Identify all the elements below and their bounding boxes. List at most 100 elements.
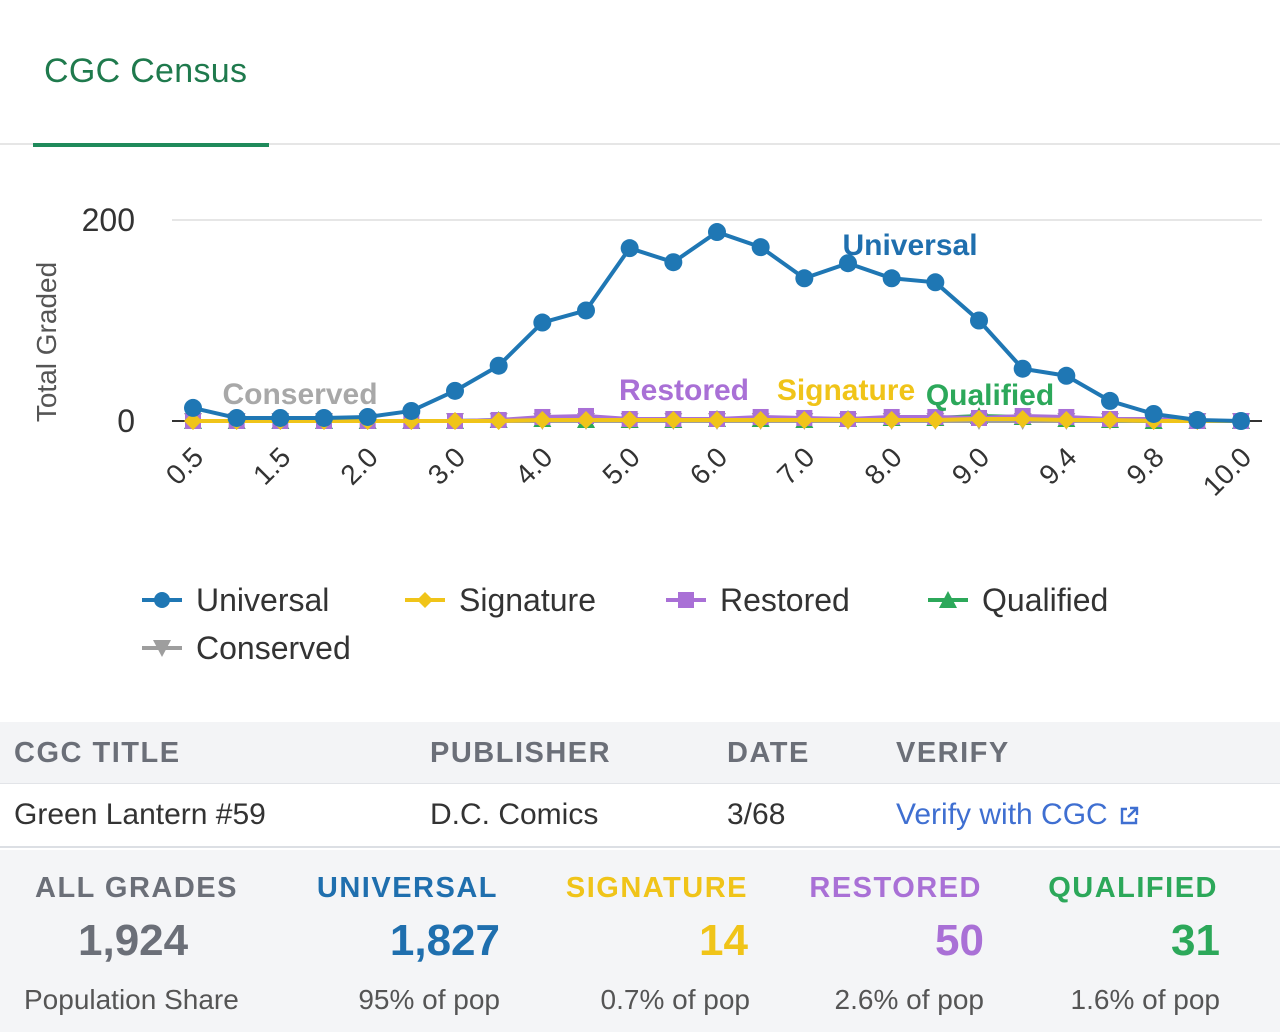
tab-bar: CGC Census — [0, 0, 1280, 147]
data-point — [358, 407, 377, 426]
data-point — [708, 223, 726, 242]
data-point — [620, 410, 639, 429]
stat-label: SIGNATURE — [565, 872, 748, 904]
legend-label: Universal — [196, 581, 330, 618]
census-chart: 0 200 Total Graded 0.5 1.5 2.0 3.0 4.0 5.0 6.0 7.0… — [0, 170, 1280, 690]
chart-legend: Universal Signature Restored Qualified C… — [140, 578, 1240, 678]
legend-item-restored[interactable]: Restored — [664, 580, 850, 620]
data-point — [1232, 412, 1250, 430]
legend-triangle-icon — [928, 591, 968, 608]
verify-with-cgc-link[interactable]: Verify with CGC — [896, 798, 1140, 832]
stat-signature: SIGNATURE 14 0.7% of pop — [530, 850, 770, 1032]
y-tick-label: 0 — [117, 403, 135, 439]
legend-label: Conserved — [196, 629, 351, 666]
series-annotation: Universal — [842, 229, 977, 262]
legend-item-conserved[interactable]: Conserved — [140, 628, 351, 668]
legend-label: Restored — [720, 581, 850, 618]
issue-date: 3/68 — [727, 798, 786, 831]
chart-svg: 0 200 Total Graded 0.5 1.5 2.0 3.0 4.0 5.0 6.0 7.0… — [31, 202, 1262, 502]
y-tick-label: 200 — [82, 202, 135, 238]
stat-value: 1,827 — [389, 916, 500, 965]
legend-circle-icon — [142, 592, 182, 608]
table-header-row: CGC TITLE PUBLISHER DATE VERIFY — [0, 722, 1280, 784]
data-point — [1013, 359, 1032, 378]
data-point — [446, 412, 464, 430]
legend-item-qualified[interactable]: Qualified — [926, 580, 1108, 620]
data-point — [970, 409, 988, 428]
data-point — [1101, 410, 1119, 429]
data-point — [489, 412, 508, 430]
x-tick-label: 5.0 — [596, 441, 645, 490]
data-point — [533, 313, 552, 332]
data-point — [926, 410, 945, 429]
data-point — [1057, 410, 1076, 429]
data-point — [577, 410, 595, 429]
legend-item-universal[interactable]: Universal — [140, 580, 329, 620]
stat-value: 31 — [1171, 916, 1220, 965]
data-point — [402, 401, 421, 420]
data-point — [751, 238, 770, 257]
data-point — [882, 269, 901, 288]
data-point — [271, 408, 290, 427]
stat-subtext: 2.6% of pop — [834, 984, 984, 1015]
x-tick-label: 9.4 — [1033, 441, 1082, 490]
stat-restored: RESTORED 50 2.6% of pop — [780, 850, 1010, 1032]
x-tick-label: 3.0 — [422, 441, 471, 490]
stat-label: UNIVERSAL — [316, 872, 498, 904]
x-tick-label: 9.8 — [1120, 441, 1169, 490]
legend-label: Qualified — [982, 581, 1109, 618]
tab-label: CGC Census — [44, 52, 248, 90]
stat-subtext: 1.6% of pop — [1070, 984, 1220, 1015]
data-point — [489, 356, 508, 375]
x-tick-label: 8.0 — [858, 441, 907, 490]
comic-title: Green Lantern #59 — [14, 798, 266, 831]
column-header-publisher: PUBLISHER — [430, 737, 612, 769]
series-annotation: Conserved — [222, 378, 377, 411]
data-point — [882, 410, 901, 429]
x-tick-label: 1.5 — [247, 441, 296, 490]
data-point — [184, 412, 202, 430]
stat-value: 14 — [699, 916, 748, 965]
legend-diamond-icon — [405, 592, 445, 608]
legend-item-signature[interactable]: Signature — [403, 580, 596, 620]
stat-qualified: QUALIFIED 31 1.6% of pop — [1020, 850, 1260, 1032]
data-point — [315, 408, 333, 427]
data-point — [184, 398, 202, 417]
series-annotation: Signature — [777, 374, 915, 407]
column-header-title: CGC TITLE — [14, 737, 181, 769]
external-link-icon — [1120, 806, 1138, 825]
stat-value: 1,924 — [78, 916, 189, 965]
stat-subtext: 95% of pop — [358, 984, 500, 1015]
legend-triangle-down-icon — [142, 640, 182, 657]
population-stats: ALL GRADES 1,924 Population Share UNIVER… — [0, 850, 1280, 1032]
data-point — [533, 410, 552, 429]
legend-label: Signature — [459, 581, 596, 618]
data-point — [446, 381, 464, 400]
column-header-date: DATE — [727, 737, 810, 769]
data-point — [227, 408, 246, 427]
data-point — [577, 301, 595, 320]
x-tick-label: 10.0 — [1197, 441, 1257, 501]
data-point — [664, 410, 683, 429]
tab-cgc-census[interactable]: CGC Census — [33, 52, 269, 147]
series-annotation: Restored — [619, 374, 749, 407]
stat-subtext: 0.7% of pop — [600, 984, 750, 1015]
data-point — [1188, 410, 1207, 429]
active-tab-indicator — [33, 143, 269, 147]
column-header-verify: VERIFY — [896, 737, 1010, 769]
data-point — [1013, 409, 1032, 428]
census-info-table: CGC TITLE PUBLISHER DATE VERIFY Green La… — [0, 722, 1280, 848]
verify-link-label: Verify with CGC — [896, 798, 1108, 831]
table-row: Green Lantern #59 D.C. Comics 3/68 Verif… — [0, 784, 1280, 848]
data-point — [708, 410, 726, 429]
data-point — [795, 410, 814, 429]
data-point — [620, 239, 639, 258]
legend-square-icon — [666, 592, 706, 608]
x-tick-label: 0.5 — [160, 441, 209, 490]
data-point — [795, 269, 814, 288]
stat-label: QUALIFIED — [1048, 872, 1218, 904]
x-tick-label: 6.0 — [684, 441, 733, 490]
data-point — [1101, 391, 1119, 410]
y-axis-label: Total Graded — [31, 262, 62, 422]
x-tick-label: 7.0 — [771, 441, 820, 490]
